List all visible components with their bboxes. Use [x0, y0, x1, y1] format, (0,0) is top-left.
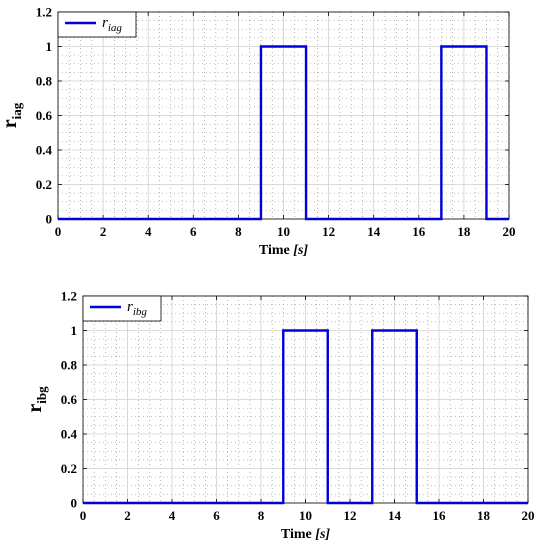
- y-axis-label-subscript: ibg: [34, 386, 49, 404]
- x-tick-label: 10: [299, 508, 312, 523]
- series-line-1: [83, 329, 528, 505]
- series-line-1: [58, 45, 509, 221]
- x-tick-label: 10: [277, 224, 290, 239]
- y-axis-label: ribg: [24, 386, 49, 413]
- y-tick-label: 0.6: [36, 108, 53, 123]
- y-tick-label: 1.2: [36, 5, 52, 20]
- x-axis-label-name: Time: [281, 527, 315, 542]
- x-tick-label: 8: [235, 224, 242, 239]
- x-tick-label: 18: [457, 224, 471, 239]
- y-tick-label: 0.4: [36, 143, 53, 158]
- x-tick-label: 8: [258, 508, 265, 523]
- x-tick-label: 6: [213, 508, 220, 523]
- chart-panel-1: 0 2 4 6 8 10 12 14 16 18 20 0 0.2 0.4 0.6 0.8 1 1.2 Time […: [0, 5, 516, 259]
- legend-label: ribg: [127, 299, 147, 318]
- y-tick-label: 0.8: [61, 358, 78, 373]
- x-tick-label: 14: [367, 224, 381, 239]
- x-tick-label: 2: [100, 224, 107, 239]
- legend-label-name: r: [127, 299, 133, 315]
- x-tick-label: 0: [80, 508, 87, 523]
- y-tick-label: 1: [71, 323, 78, 338]
- legend-label: riag: [102, 15, 122, 34]
- x-tick-label: 0: [55, 224, 62, 239]
- y-axis-label-name: r: [0, 119, 21, 128]
- y-tick-label: 0: [71, 496, 78, 511]
- x-axis-label: Time [s]: [259, 243, 308, 258]
- x-tick-label: 20: [522, 508, 535, 523]
- x-axis-label-name: Time: [259, 243, 293, 258]
- x-tick-label: 4: [145, 224, 152, 239]
- legend-label-subscript: iag: [108, 22, 123, 34]
- x-tick-label: 16: [433, 508, 447, 523]
- x-tick-label: 20: [503, 224, 516, 239]
- x-tick-label: 14: [388, 508, 402, 523]
- y-tick-label: 0.2: [36, 177, 52, 192]
- x-tick-label: 12: [344, 508, 357, 523]
- x-tick-label: 6: [190, 224, 197, 239]
- x-tick-label: 4: [169, 508, 176, 523]
- x-axis-label-unit: [s]: [315, 527, 330, 542]
- chart-panel-2: 0 2 4 6 8 10 12 14 16 18 20 0 0.2 0.4 0.6 0.8 1 1.2 Time […: [24, 289, 535, 543]
- legend-box: [82, 295, 162, 322]
- y-tick-label: 0.8: [36, 74, 53, 89]
- y-axis-label-subscript: iag: [9, 102, 24, 119]
- y-axis-label: riag: [0, 102, 24, 128]
- x-tick-label: 16: [412, 224, 426, 239]
- legend-label-name: r: [102, 15, 108, 31]
- x-axis-label: Time [s]: [281, 527, 330, 542]
- y-axis-label-name: r: [24, 404, 46, 413]
- x-tick-label: 18: [477, 508, 491, 523]
- y-tick-label: 0.2: [61, 461, 77, 476]
- y-tick-label: 0.4: [61, 427, 78, 442]
- x-axis-label-unit: [s]: [293, 243, 308, 258]
- legend-label-subscript: ibg: [133, 306, 148, 318]
- x-tick-label: 2: [124, 508, 131, 523]
- x-tick-label: 12: [322, 224, 335, 239]
- y-tick-label: 0.6: [61, 392, 78, 407]
- y-tick-label: 0: [46, 212, 53, 227]
- y-tick-label: 1.2: [61, 289, 77, 304]
- y-tick-label: 1: [46, 39, 53, 54]
- legend-box: [57, 11, 137, 38]
